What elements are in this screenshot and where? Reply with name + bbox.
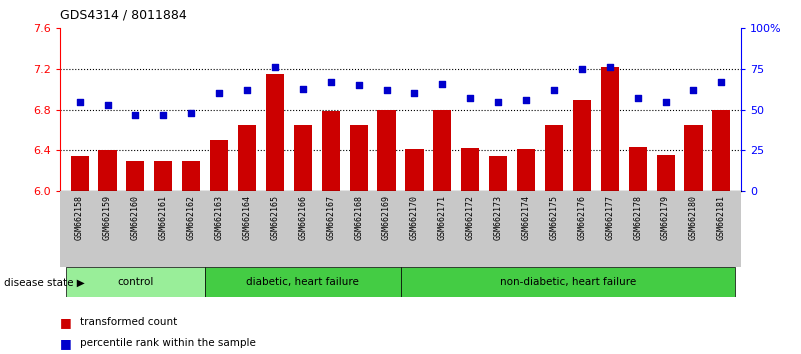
- Point: [687, 87, 700, 93]
- Text: diabetic, heart failure: diabetic, heart failure: [247, 277, 360, 287]
- Bar: [294, 125, 312, 191]
- Bar: [70, 155, 89, 191]
- Text: GSM662173: GSM662173: [493, 195, 503, 240]
- Bar: [573, 99, 591, 191]
- Point: [464, 96, 477, 101]
- Point: [129, 112, 142, 118]
- Text: GSM662172: GSM662172: [465, 195, 475, 240]
- Text: GSM662158: GSM662158: [75, 195, 84, 240]
- Text: GSM662170: GSM662170: [410, 195, 419, 240]
- Bar: [266, 74, 284, 191]
- Text: GSM662176: GSM662176: [578, 195, 586, 240]
- Bar: [712, 110, 731, 191]
- Text: disease state ▶: disease state ▶: [4, 277, 85, 287]
- Text: percentile rank within the sample: percentile rank within the sample: [80, 338, 256, 348]
- Bar: [657, 155, 674, 191]
- Bar: [182, 161, 200, 191]
- Text: GSM662174: GSM662174: [521, 195, 530, 240]
- Bar: [405, 149, 424, 191]
- Bar: [205, 267, 400, 297]
- Point: [324, 79, 337, 85]
- Bar: [238, 125, 256, 191]
- Bar: [601, 67, 619, 191]
- Point: [548, 87, 561, 93]
- Text: GSM662167: GSM662167: [326, 195, 336, 240]
- Bar: [489, 155, 507, 191]
- Point: [296, 86, 309, 91]
- Bar: [127, 161, 144, 191]
- Point: [603, 64, 616, 70]
- Point: [659, 99, 672, 104]
- Text: control: control: [117, 277, 154, 287]
- Text: GSM662164: GSM662164: [243, 195, 252, 240]
- Text: GSM662175: GSM662175: [549, 195, 558, 240]
- Point: [520, 97, 533, 103]
- Text: GSM662181: GSM662181: [717, 195, 726, 240]
- Text: GSM662180: GSM662180: [689, 195, 698, 240]
- Point: [240, 87, 253, 93]
- Text: GSM662162: GSM662162: [187, 195, 195, 240]
- Bar: [155, 161, 172, 191]
- Point: [157, 112, 170, 118]
- Point: [185, 110, 198, 116]
- Bar: [377, 110, 396, 191]
- Bar: [349, 125, 368, 191]
- Bar: [66, 267, 205, 297]
- Text: transformed count: transformed count: [80, 317, 177, 327]
- Text: GSM662160: GSM662160: [131, 195, 140, 240]
- Text: GSM662168: GSM662168: [354, 195, 363, 240]
- Bar: [517, 149, 535, 191]
- Text: GSM662163: GSM662163: [215, 195, 223, 240]
- Point: [715, 79, 728, 85]
- Bar: [461, 148, 479, 191]
- Point: [408, 91, 421, 96]
- Bar: [629, 147, 646, 191]
- Point: [436, 81, 449, 86]
- Point: [101, 102, 114, 108]
- Text: GSM662171: GSM662171: [438, 195, 447, 240]
- Point: [492, 99, 505, 104]
- Text: ■: ■: [60, 316, 72, 329]
- Text: GSM662169: GSM662169: [382, 195, 391, 240]
- Point: [268, 64, 281, 70]
- Text: GSM662159: GSM662159: [103, 195, 112, 240]
- Bar: [210, 140, 228, 191]
- Bar: [322, 111, 340, 191]
- Point: [73, 99, 86, 104]
- Text: GSM662161: GSM662161: [159, 195, 168, 240]
- Bar: [400, 267, 735, 297]
- Point: [352, 82, 365, 88]
- Bar: [684, 125, 702, 191]
- Text: GSM662166: GSM662166: [298, 195, 308, 240]
- Bar: [545, 125, 563, 191]
- Text: GSM662165: GSM662165: [271, 195, 280, 240]
- Text: non-diabetic, heart failure: non-diabetic, heart failure: [500, 277, 636, 287]
- Bar: [433, 110, 452, 191]
- Point: [631, 96, 644, 101]
- Text: ■: ■: [60, 337, 72, 350]
- Point: [213, 91, 226, 96]
- Text: GDS4314 / 8011884: GDS4314 / 8011884: [60, 8, 187, 21]
- Bar: [99, 150, 117, 191]
- Point: [575, 66, 588, 72]
- Text: GSM662178: GSM662178: [633, 195, 642, 240]
- Text: GSM662177: GSM662177: [606, 195, 614, 240]
- Text: GSM662179: GSM662179: [661, 195, 670, 240]
- Point: [380, 87, 393, 93]
